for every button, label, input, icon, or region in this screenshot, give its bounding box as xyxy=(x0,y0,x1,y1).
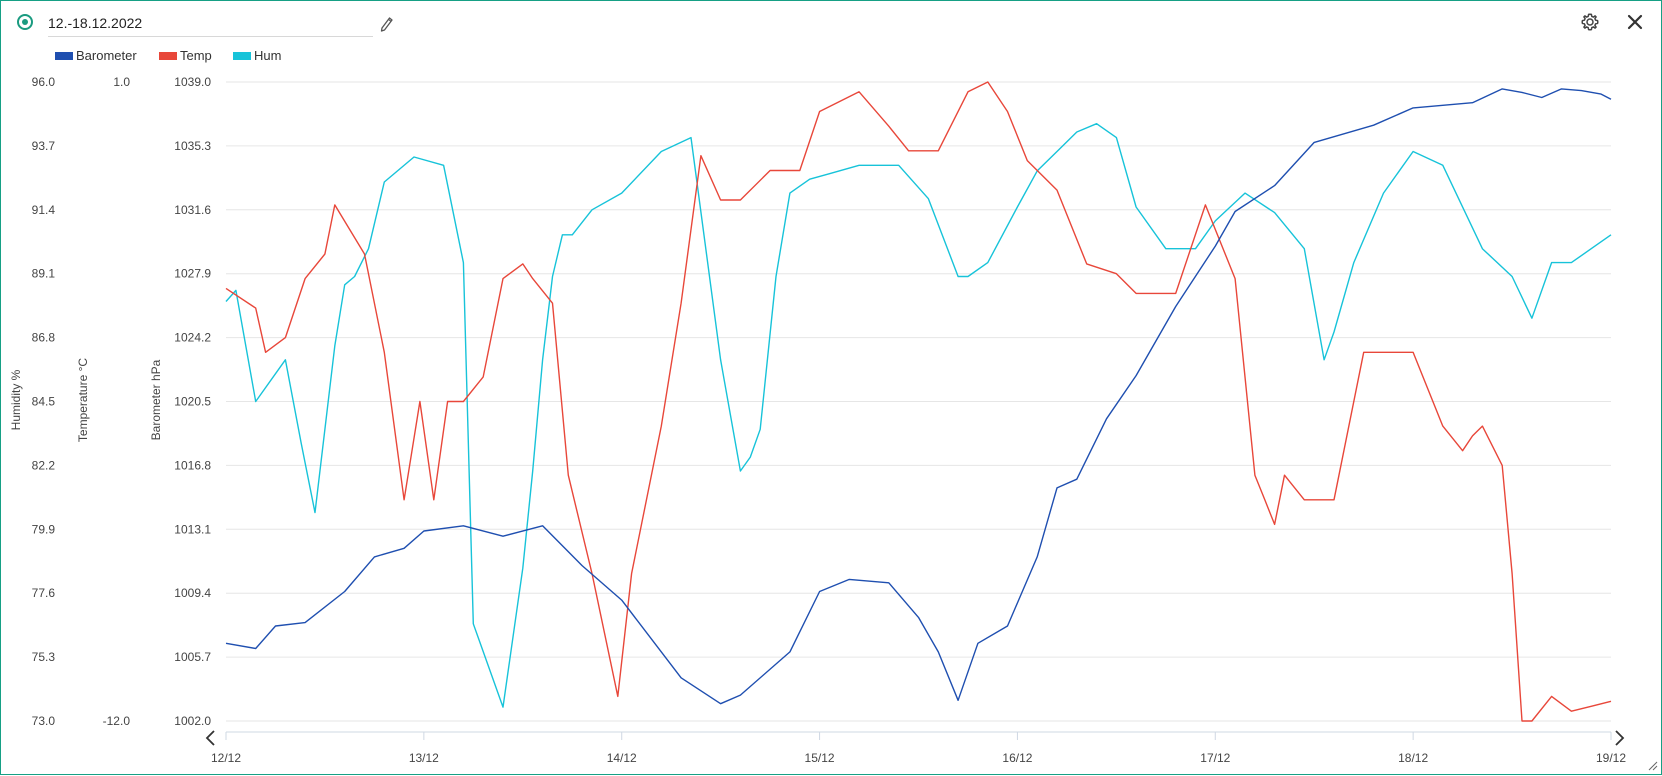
axes: 12/12 13/12 14/12 15/12 16/12 17/12 18/12 19/12… xyxy=(9,75,1626,765)
grid-lines xyxy=(226,81,1611,722)
temperature-axis-label: Temperature °C xyxy=(76,358,90,442)
x-tick-label: 13/12 xyxy=(409,751,439,765)
humidity-tick-label: 93.7 xyxy=(32,139,56,153)
gear-icon[interactable] xyxy=(1580,12,1600,32)
legend-swatch-hum xyxy=(233,51,251,60)
x-tick-label: 12/12 xyxy=(211,751,241,765)
chevron-left-icon[interactable] xyxy=(204,729,218,747)
humidity-tick-label: 73.0 xyxy=(32,714,56,728)
series-lines xyxy=(225,81,1612,722)
humidity-tick-label: 77.6 xyxy=(32,586,56,600)
legend-swatch-temp xyxy=(159,51,177,60)
humidity-tick-label: 82.2 xyxy=(32,458,56,472)
pencil-icon[interactable] xyxy=(378,14,394,32)
temperature-tick-label: -12.0 xyxy=(103,714,131,728)
barometer-axis-label: Barometer hPa xyxy=(149,359,163,440)
barometer-tick-label: 1024.2 xyxy=(174,331,211,345)
humidity-tick-label: 96.0 xyxy=(32,75,56,89)
legend-item-barometer[interactable]: Barometer xyxy=(55,47,137,65)
legend-label-temp: Temp xyxy=(180,48,212,63)
humidity-tick-label: 86.8 xyxy=(32,331,56,345)
series-line-hum xyxy=(225,123,1612,708)
barometer-tick-label: 1020.5 xyxy=(174,395,211,409)
humidity-tick-label: 79.9 xyxy=(32,522,56,536)
legend-label-hum: Hum xyxy=(254,48,282,63)
humidity-tick-label: 84.5 xyxy=(32,395,56,409)
resize-handle-icon[interactable] xyxy=(1646,758,1658,771)
legend-item-hum[interactable]: Hum xyxy=(233,47,281,65)
x-tick-label: 19/12 xyxy=(1596,751,1626,765)
series-line-barometer xyxy=(225,88,1612,705)
barometer-tick-label: 1027.9 xyxy=(174,267,211,281)
barometer-tick-label: 1013.1 xyxy=(174,522,211,536)
legend-swatch-barometer xyxy=(55,51,73,60)
x-tick-label: 15/12 xyxy=(805,751,835,765)
barometer-tick-label: 1009.4 xyxy=(174,586,211,600)
barometer-tick-label: 1031.6 xyxy=(174,203,211,217)
x-tick-label: 16/12 xyxy=(1002,751,1032,765)
humidity-tick-label: 91.4 xyxy=(32,203,56,217)
x-tick-label: 14/12 xyxy=(607,751,637,765)
legend-item-temp[interactable]: Temp xyxy=(159,47,212,65)
humidity-axis-label: Humidity % xyxy=(9,369,23,430)
close-icon[interactable] xyxy=(1625,12,1645,32)
legend-label-barometer: Barometer xyxy=(76,48,137,63)
humidity-tick-label: 75.3 xyxy=(32,650,56,664)
date-range-field[interactable]: 12.-18.12.2022 xyxy=(48,12,373,37)
x-tick-label: 18/12 xyxy=(1398,751,1428,765)
temperature-tick-label: 1.0 xyxy=(113,75,130,89)
barometer-tick-label: 1016.8 xyxy=(174,458,211,472)
status-dot-icon[interactable] xyxy=(17,14,33,30)
humidity-tick-label: 89.1 xyxy=(32,267,56,281)
barometer-tick-label: 1005.7 xyxy=(174,650,211,664)
x-tick-label: 17/12 xyxy=(1200,751,1230,765)
barometer-tick-label: 1002.0 xyxy=(174,714,211,728)
widget-header: 12.-18.12.2022 xyxy=(0,0,1662,44)
chevron-right-icon[interactable] xyxy=(1612,729,1626,747)
barometer-tick-label: 1035.3 xyxy=(174,139,211,153)
barometer-tick-label: 1039.0 xyxy=(174,75,211,89)
series-line-temp xyxy=(225,81,1612,722)
